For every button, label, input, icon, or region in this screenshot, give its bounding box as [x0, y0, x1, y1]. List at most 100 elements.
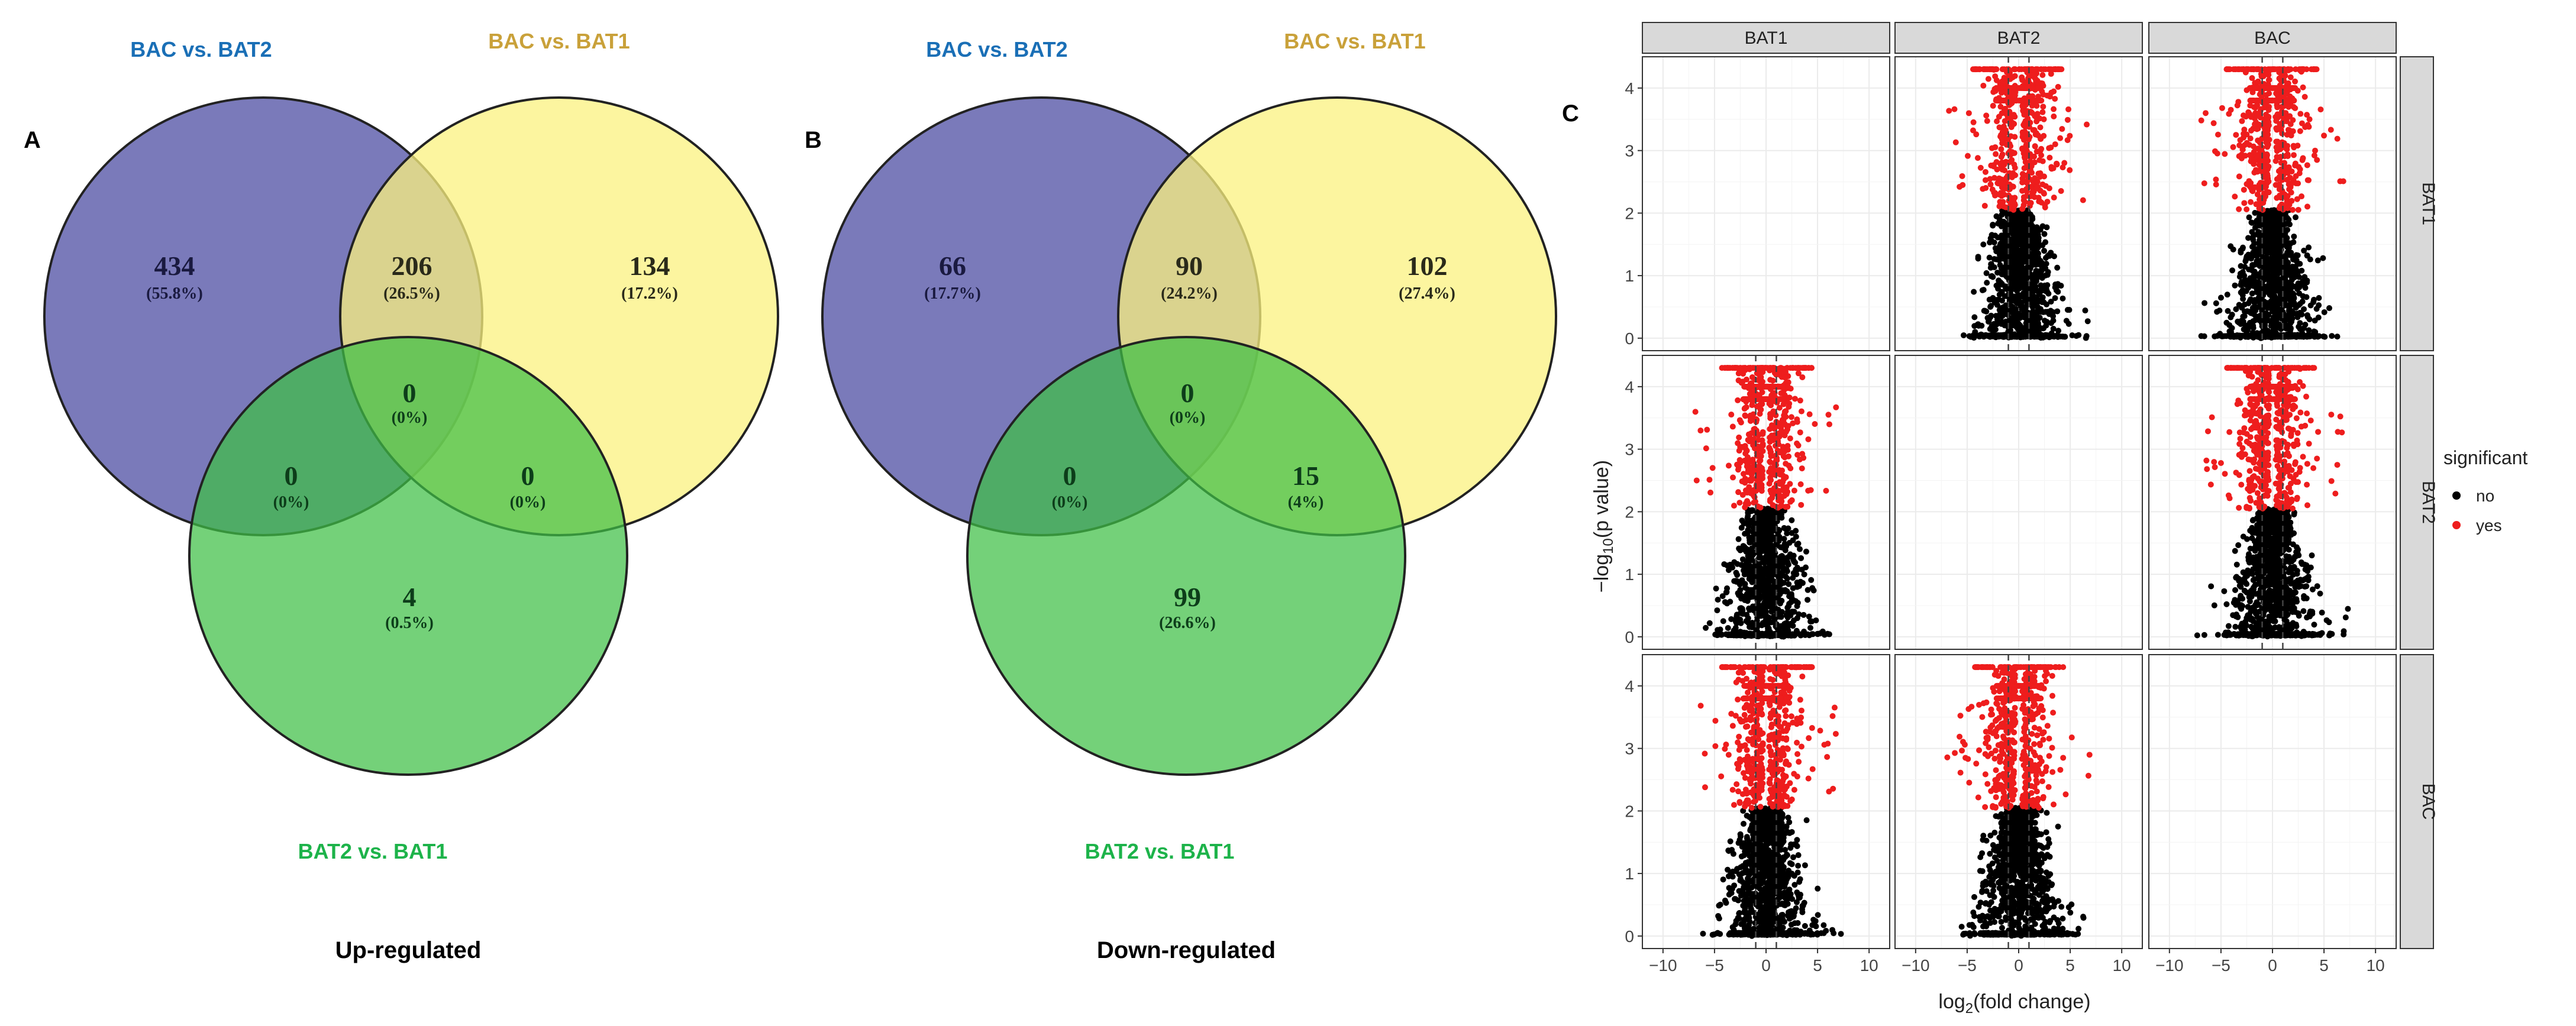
point-no: [2082, 308, 2088, 314]
point-yes: [2022, 158, 2029, 165]
point-no: [1990, 296, 1997, 302]
point-yes: [2007, 115, 2014, 121]
point-no: [2229, 325, 2235, 331]
point-no: [1782, 547, 1789, 554]
point-no: [1813, 617, 1819, 624]
venn-b-r13-count: 0: [1063, 461, 1077, 491]
point-no: [2241, 273, 2248, 279]
point-no: [2322, 334, 2328, 340]
point-no: [2084, 318, 2091, 325]
point-no: [1789, 517, 1795, 523]
point-no: [2240, 313, 2246, 320]
point-no: [1747, 624, 1753, 630]
point-yes: [1998, 85, 2004, 91]
point-no: [2042, 272, 2049, 279]
point-yes: [2304, 177, 2311, 183]
point-no: [2020, 253, 2026, 259]
point-no: [1998, 310, 2004, 316]
point-yes: [2321, 132, 2328, 139]
point-yes: [2283, 118, 2290, 125]
point-no: [2326, 305, 2333, 312]
point-no: [2290, 254, 2296, 260]
point-yes: [2026, 72, 2032, 79]
venn-b-r123-count: 0: [1181, 378, 1195, 408]
point-no: [1971, 314, 1978, 321]
point-no: [2223, 333, 2229, 339]
point-yes: [2249, 75, 2255, 82]
point-no: [2250, 237, 2257, 243]
point-no: [1961, 332, 1967, 338]
point-yes: [2003, 127, 2009, 134]
point-no: [2246, 214, 2252, 221]
point-no: [1978, 331, 1984, 338]
point-yes: [1984, 118, 1990, 124]
point-no: [1703, 624, 1709, 631]
point-no: [2316, 302, 2322, 309]
point-no: [2312, 329, 2319, 335]
venn-b-set3-label: BAT2 vs. BAT1: [1085, 839, 1235, 863]
point-no: [2281, 241, 2287, 248]
facet-panel-r0-c1: [1894, 56, 2143, 351]
point-yes: [1984, 66, 1991, 73]
point-no: [1765, 522, 1772, 528]
point-yes: [1973, 66, 1979, 73]
point-yes: [1982, 177, 1989, 183]
point-yes: [1951, 106, 1958, 112]
point-no: [1739, 556, 1746, 562]
point-yes: [2297, 166, 2303, 173]
point-yes: [2232, 193, 2238, 200]
point-yes: [2266, 90, 2272, 97]
point-no: [2320, 255, 2326, 261]
facet-strip-col-bat1: [1642, 22, 1890, 54]
point-yes: [2059, 164, 2066, 171]
point-yes: [2035, 80, 2042, 87]
point-no: [2041, 248, 2048, 254]
point-yes: [1994, 166, 2000, 173]
point-yes: [2265, 106, 2272, 113]
point-yes: [2033, 118, 2040, 125]
point-yes: [2252, 145, 2259, 152]
point-yes: [2215, 131, 2221, 138]
point-yes: [2254, 126, 2260, 132]
point-no: [1790, 609, 1797, 615]
point-no: [1749, 534, 1755, 540]
point-no: [1764, 596, 1771, 603]
point-no: [2003, 225, 2009, 231]
venn-b-only3-count: 99: [1174, 582, 1201, 612]
point-no: [2286, 316, 2293, 323]
point-yes: [2274, 154, 2280, 160]
point-no: [1755, 563, 1761, 569]
facet-strip-row-label: BAC: [2419, 784, 2438, 820]
point-no: [2014, 281, 2020, 288]
point-no: [1805, 587, 1811, 593]
point-no: [2307, 256, 2313, 263]
point-no: [1786, 603, 1792, 609]
point-no: [1717, 626, 1723, 633]
point-no: [2011, 254, 2017, 261]
point-no: [1762, 558, 1768, 564]
point-yes: [2241, 186, 2247, 193]
point-no: [2044, 301, 2050, 308]
point-yes: [2236, 206, 2242, 212]
point-yes: [2291, 98, 2297, 104]
point-no: [1763, 631, 1770, 637]
point-yes: [2010, 121, 2016, 127]
point-no: [2054, 264, 2061, 271]
point-no: [2278, 323, 2285, 330]
point-yes: [2023, 98, 2029, 104]
point-yes: [2019, 74, 2025, 80]
point-no: [2030, 228, 2036, 235]
point-yes: [2061, 160, 2068, 166]
point-no: [1738, 605, 1744, 611]
point-no: [1989, 273, 1995, 279]
point-no: [2300, 293, 2306, 299]
point-no: [1768, 608, 1775, 614]
point-no: [2273, 322, 2280, 329]
point-no: [2001, 270, 2007, 276]
point-yes: [2292, 78, 2299, 85]
point-no: [2245, 300, 2252, 306]
panel-label-c: C: [1562, 101, 1579, 127]
point-no: [2310, 299, 2317, 305]
point-yes: [2023, 179, 2030, 185]
point-no: [1768, 585, 1775, 591]
